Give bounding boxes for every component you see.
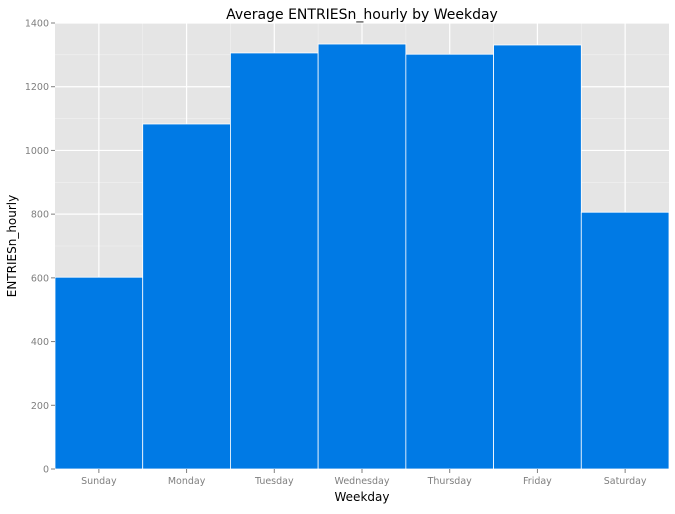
x-tick-label: Wednesday [334, 476, 389, 487]
bar-sunday [54, 276, 144, 470]
y-tick-label: 800 [31, 210, 49, 221]
bar-friday [493, 44, 582, 470]
y-tick-label: 200 [31, 401, 49, 412]
chart-title: Average ENTRIESn_hourly by Weekday [226, 7, 498, 23]
bar-thursday [405, 53, 494, 470]
bar-wednesday [317, 43, 407, 470]
x-tick-label: Tuesday [254, 476, 294, 487]
bar-series [54, 43, 670, 470]
bar-monday [142, 123, 231, 470]
bar-saturday [580, 211, 670, 470]
y-tick-label: 400 [31, 337, 49, 348]
y-tick-label: 1200 [25, 82, 49, 93]
x-tick-label: Monday [168, 476, 206, 487]
x-tick-label: Saturday [604, 476, 647, 487]
y-tick-label: 600 [31, 273, 49, 284]
x-tick-label: Thursday [427, 476, 473, 487]
x-axis-title: Weekday [335, 490, 390, 504]
y-tick-label: 0 [43, 465, 49, 476]
y-tick-label: 1400 [25, 19, 49, 30]
y-axis-title: ENTRIESn_hourly [5, 195, 19, 298]
x-tick-label: Friday [523, 476, 552, 487]
x-axis: Sunday Monday Tuesday Wednesday Thursday Frid… [81, 469, 647, 487]
bar-tuesday [230, 52, 319, 470]
y-axis: 0 200 400 600 800 1000 1200 1400 [25, 19, 55, 476]
x-tick-label: Sunday [81, 476, 117, 487]
y-tick-label: 1000 [25, 146, 49, 157]
